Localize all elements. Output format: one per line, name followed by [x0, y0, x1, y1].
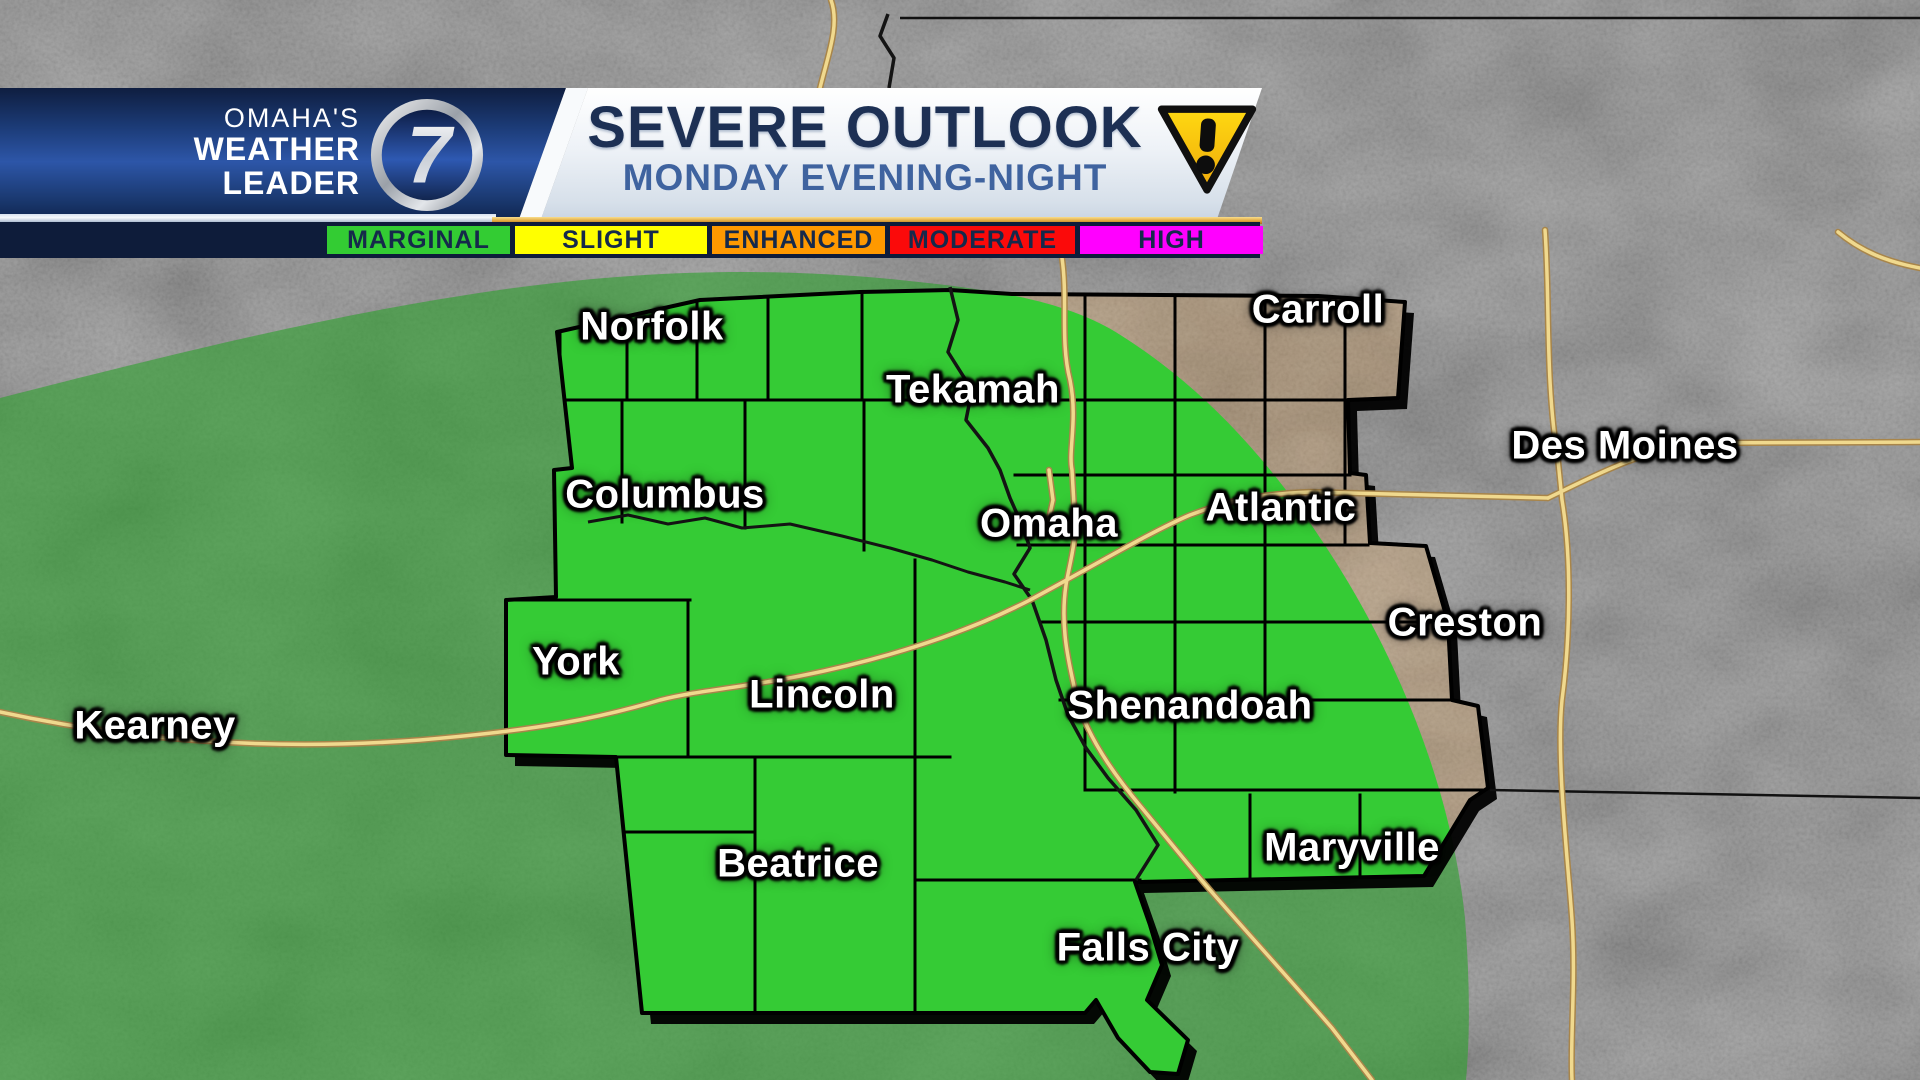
channel-7-logo-icon: 7 [370, 98, 484, 212]
page-subtitle: MONDAY EVENING-NIGHT [622, 157, 1108, 198]
city-label-carroll: Carroll [1251, 287, 1385, 332]
city-label-maryville: Maryville [1264, 825, 1440, 870]
legend-item-high: HIGH [1080, 226, 1263, 254]
banner-bottom-silver-line [0, 214, 496, 222]
city-label-omaha: Omaha [979, 501, 1119, 546]
warning-triangle-icon [1157, 105, 1257, 194]
city-label-kearney: Kearney [74, 703, 236, 748]
station-line2: WEATHER [193, 130, 360, 167]
page-title: SEVERE OUTLOOK [587, 95, 1143, 160]
legend-item-moderate: MODERATE [890, 226, 1075, 254]
city-label-tekamah: Tekamah [886, 367, 1060, 412]
station-line3: LEADER [222, 164, 360, 201]
river-lines [587, 13, 1160, 881]
city-label-norfolk: Norfolk [580, 304, 724, 349]
city-label-york: York [532, 639, 620, 684]
title-panel [540, 88, 1262, 222]
banner-bottom-gold-line [492, 217, 1262, 224]
svg-text:7: 7 [407, 111, 455, 201]
city-label-falls-city: Falls City [1056, 925, 1240, 970]
city-label-atlantic: Atlantic [1205, 485, 1357, 530]
station-line1: OMAHA'S [223, 103, 360, 133]
city-label-des-moines: Des Moines [1511, 423, 1739, 468]
legend-item-enhanced: ENHANCED [712, 226, 885, 254]
legend-item-marginal: MARGINAL [327, 226, 510, 254]
city-label-beatrice: Beatrice [717, 841, 879, 886]
city-label-columbus: Columbus [565, 472, 765, 517]
city-label-shenandoah: Shenandoah [1067, 683, 1313, 728]
header-banner: OMAHA'S WEATHER LEADER [0, 88, 1262, 224]
city-label-creston: Creston [1387, 600, 1543, 645]
legend-item-slight: SLIGHT [515, 226, 707, 254]
station-branding: OMAHA'S WEATHER LEADER [40, 104, 360, 200]
risk-legend-bar: MARGINAL SLIGHT ENHANCED MODERATE HIGH [0, 222, 1263, 258]
city-label-lincoln: Lincoln [749, 672, 895, 717]
